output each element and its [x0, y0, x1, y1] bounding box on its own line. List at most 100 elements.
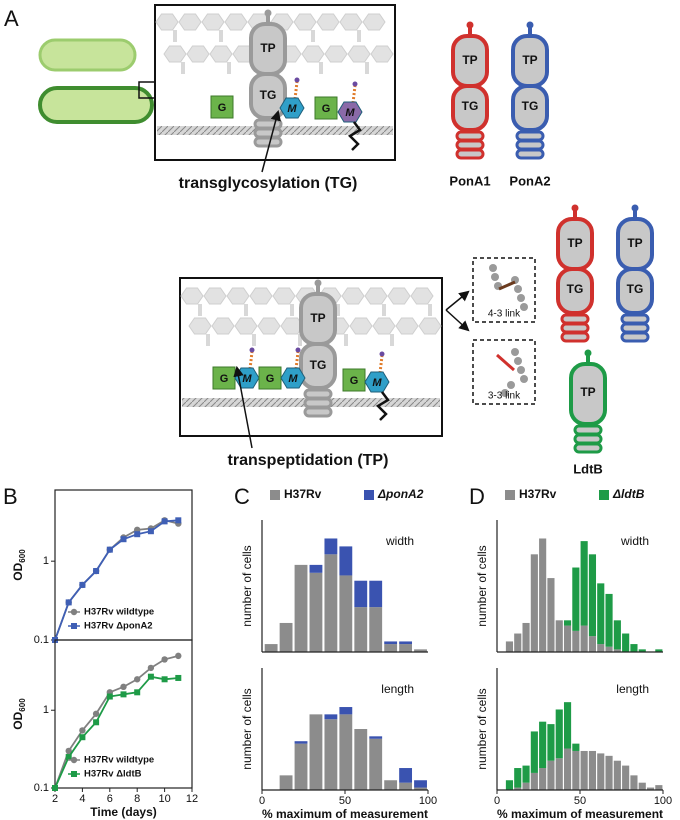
bar: [279, 622, 293, 652]
bar: [555, 758, 563, 790]
bar: [354, 580, 368, 608]
pbp-protein: [249, 7, 287, 148]
bar: [384, 644, 398, 652]
bar: [572, 743, 580, 751]
bar: [514, 768, 522, 788]
glycan-unit: [163, 45, 187, 63]
domain-label: TG: [462, 99, 479, 113]
bar: [369, 736, 383, 739]
sugar-label: G: [218, 102, 227, 114]
bar: [563, 620, 572, 626]
domain-label: TP: [580, 385, 595, 399]
point: [134, 531, 141, 538]
plot-frame: [54, 639, 193, 789]
bar: [522, 782, 530, 790]
bar: [630, 644, 638, 652]
glycan-unit: [372, 317, 396, 335]
peptide-end: [295, 347, 301, 353]
legend-label: H37Rv wildtype: [84, 755, 154, 766]
point: [175, 652, 182, 660]
x-tick-label: 8: [134, 793, 140, 805]
glycan-unit: [178, 13, 202, 31]
y-tick-label: 1: [43, 704, 49, 716]
point: [65, 599, 72, 606]
legend-label: ΔldtB: [612, 487, 645, 501]
glycan-unit: [201, 13, 225, 31]
sugar-label: G: [266, 373, 275, 385]
domain-label: TP: [260, 41, 275, 55]
sugar-label: M: [345, 107, 355, 119]
x-tick-label: 12: [186, 793, 198, 805]
domain-label: TP: [567, 236, 582, 250]
bar: [638, 782, 646, 790]
legend-label: H37Rv: [519, 487, 557, 501]
glycan-unit: [188, 317, 212, 335]
bar: [580, 750, 588, 790]
point: [79, 734, 86, 741]
bar: [555, 620, 563, 652]
domain-label: TG: [627, 282, 644, 296]
x-axis-label: Time (days): [90, 805, 156, 819]
ldtb-protein: [569, 347, 607, 454]
glycan-unit: [410, 287, 434, 305]
domain-label: TG: [310, 358, 327, 372]
bar: [530, 772, 538, 790]
x-tick-label: 0: [494, 795, 500, 807]
bar: [530, 731, 538, 773]
bar: [555, 709, 563, 759]
protein-name: PonA1: [449, 173, 490, 188]
cell: [38, 38, 137, 72]
glycan-unit: [347, 45, 371, 63]
legend-label: H37Rv wildtype: [84, 607, 154, 618]
bar: [563, 748, 572, 790]
x-tick-label: 50: [574, 795, 586, 807]
point: [71, 771, 77, 777]
legend-swatch: [599, 490, 609, 500]
bar: [294, 741, 308, 744]
glycan-unit: [234, 317, 258, 335]
sugar-label: G: [220, 373, 229, 385]
y-axis-label-sub: 600: [18, 698, 27, 712]
crosslink-3-3: [496, 348, 528, 397]
glycan-unit: [209, 45, 233, 63]
x-axis-label: % maximum of measurement: [262, 807, 428, 820]
bar: [324, 538, 338, 555]
point: [134, 676, 141, 683]
bar: [655, 785, 663, 790]
sugar-label: M: [287, 103, 297, 115]
bar: [588, 750, 597, 790]
bar: [572, 750, 580, 790]
point: [120, 536, 127, 543]
bar: [339, 714, 353, 790]
point: [65, 747, 72, 755]
glycan-unit: [224, 13, 248, 31]
peptide: [294, 351, 300, 370]
sugar-m: [364, 371, 390, 393]
link-label: 4-3 link: [488, 309, 521, 320]
point: [106, 546, 113, 553]
bar: [309, 572, 323, 652]
point: [52, 785, 58, 791]
peptide-end: [352, 81, 358, 87]
glycan-unit: [272, 287, 296, 305]
glycan-unit: [180, 287, 204, 305]
panel-label: A: [4, 6, 19, 31]
panel-label: B: [3, 484, 18, 509]
sugar-label: M: [372, 377, 382, 389]
bar: [324, 719, 338, 790]
bar: [588, 636, 597, 652]
bar: [505, 780, 514, 790]
bar: [264, 644, 278, 652]
point: [147, 673, 154, 680]
crosslink-4-3: [489, 264, 528, 311]
legend-swatch: [364, 490, 374, 500]
arrow: [445, 290, 470, 311]
inset-box: TP TG G M G M G M: [179, 277, 443, 437]
bar: [530, 554, 538, 652]
bar: [613, 760, 621, 790]
legend-label: ΔponA2: [377, 487, 424, 501]
x-tick-label: 100: [419, 795, 437, 807]
point: [161, 676, 168, 683]
y-axis-label: number of cells: [475, 688, 489, 769]
